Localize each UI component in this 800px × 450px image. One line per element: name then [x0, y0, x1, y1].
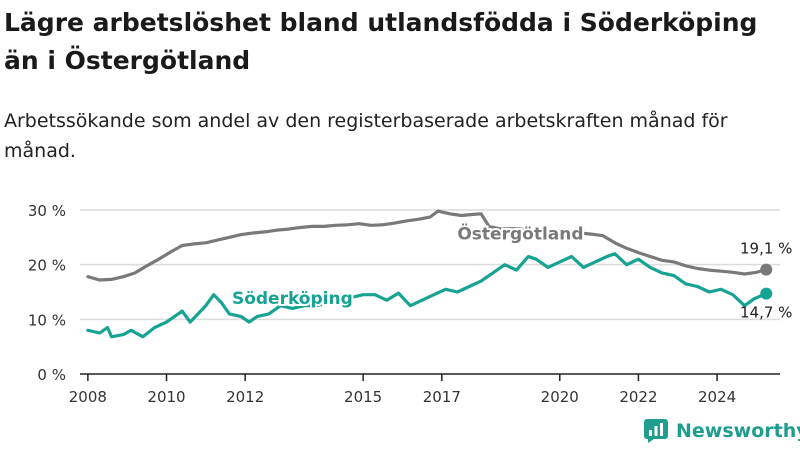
series-line [86, 209, 768, 282]
series-name-label: Östergötland [457, 223, 583, 245]
series-end-marker [760, 287, 773, 300]
series-line [86, 252, 768, 339]
y-tick-label: 0 % [37, 366, 66, 384]
chart-title: Lägre arbetslöshet bland utlandsfödda i … [4, 8, 758, 75]
x-tick-label: 2020 [541, 388, 579, 406]
series-name-label: Söderköping [232, 289, 353, 309]
chart-subtitle: Arbetssökande som andel av den registerb… [4, 110, 728, 162]
x-tick-label: 2015 [344, 388, 382, 406]
x-tick-label: 2010 [147, 388, 185, 406]
bar-chart-logo-icon [644, 419, 668, 443]
x-tick-label: 2024 [698, 388, 736, 406]
brand-name: Newsworthy [676, 420, 800, 442]
y-tick-label: 20 % [28, 257, 66, 275]
y-tick-label: 10 % [28, 311, 66, 329]
x-tick-label: 2012 [226, 388, 264, 406]
x-tick-label: 2017 [423, 388, 461, 406]
y-tick-label: 30 % [28, 202, 66, 220]
newsworthy-logo: Newsworthy [644, 419, 800, 443]
x-tick-label: 2008 [69, 388, 107, 406]
series-end-value-label: 14,7 % [740, 304, 792, 322]
x-tick-label: 2022 [619, 388, 657, 406]
series-end-value-label: 19,1 % [740, 240, 792, 258]
series-end-marker [760, 263, 773, 276]
